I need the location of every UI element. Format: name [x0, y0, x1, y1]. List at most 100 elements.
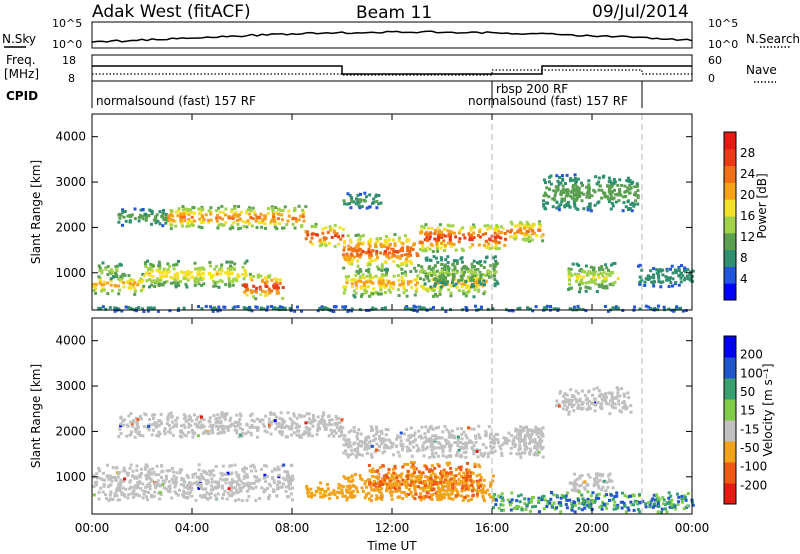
heatmap-cell [222, 412, 226, 416]
heatmap-cell [583, 480, 587, 484]
heatmap-cell [117, 292, 121, 296]
heatmap-cell [609, 391, 613, 395]
heatmap-cell [133, 217, 137, 221]
heatmap-cell [256, 479, 260, 483]
heatmap-cell [214, 496, 218, 500]
heatmap-cell [199, 210, 203, 214]
heatmap-cell [569, 388, 573, 392]
heatmap-cell [458, 482, 462, 486]
heatmap-cell [167, 270, 171, 274]
heatmap-cell [417, 476, 421, 480]
heatmap-cell [469, 427, 473, 431]
heatmap-cell [200, 283, 204, 287]
heatmap-cell [494, 437, 498, 441]
heatmap-cell [119, 432, 123, 435]
heatmap-cell [449, 230, 453, 234]
heatmap-cell [380, 263, 384, 267]
heatmap-cell [607, 268, 610, 272]
heatmap-cell [636, 194, 640, 198]
heatmap-cell [491, 479, 495, 483]
heatmap-cell [133, 476, 137, 480]
heatmap-cell [352, 293, 356, 297]
heatmap-cell [278, 305, 282, 309]
heatmap-cell [529, 449, 533, 453]
heatmap-cell [128, 220, 132, 224]
heatmap-cell [395, 476, 399, 480]
heatmap-cell [284, 435, 288, 439]
heatmap-cell [513, 232, 517, 236]
heatmap-cell [172, 219, 175, 223]
heatmap-cell [434, 273, 438, 277]
heatmap-cell [144, 463, 148, 467]
heatmap-cell [136, 418, 140, 421]
heatmap-cell [592, 268, 596, 272]
heatmap-cell [410, 454, 414, 458]
heatmap-cell [357, 238, 360, 242]
heatmap-cell [559, 390, 562, 394]
heatmap-cell [156, 219, 160, 223]
heatmap-cell [500, 443, 504, 447]
heatmap-cell [264, 414, 268, 418]
heatmap-cell [244, 432, 248, 436]
heatmap-cell [106, 292, 110, 296]
heatmap-cell [496, 438, 500, 442]
heatmap-cell [622, 201, 626, 205]
heatmap-cell [420, 425, 424, 429]
heatmap-cell [92, 485, 96, 488]
heatmap-cell [347, 244, 351, 248]
heatmap-cell [215, 216, 219, 220]
cpid-segment-2: rbsp 200 RF [496, 82, 568, 96]
heatmap-cell [525, 434, 529, 438]
heatmap-cell [444, 438, 448, 442]
heatmap-cell [484, 446, 488, 450]
heatmap-cell [617, 199, 621, 203]
heatmap-cell [602, 191, 605, 195]
heatmap-cell [527, 433, 531, 437]
heatmap-cell [367, 270, 371, 274]
heatmap-cell [157, 432, 161, 436]
heatmap-cell [109, 268, 113, 272]
heatmap-cell [492, 272, 496, 276]
heatmap-cell [441, 470, 445, 474]
heatmap-cell [622, 392, 626, 396]
heatmap-cell [275, 285, 279, 289]
heatmap-cell [264, 480, 268, 484]
freq-panel-frame [91, 54, 693, 82]
heatmap-cell [466, 269, 470, 273]
heatmap-cell [122, 285, 126, 289]
heatmap-cell [466, 473, 470, 476]
heatmap-cell [433, 284, 437, 288]
heatmap-cell [350, 262, 354, 266]
heatmap-cell [347, 479, 351, 483]
heatmap-cell [131, 278, 135, 282]
heatmap-cell [651, 505, 655, 509]
colorbar-tick-label: 24 [740, 167, 755, 181]
heatmap-cell [616, 388, 620, 392]
heatmap-cell [629, 203, 633, 206]
heatmap-cell [363, 447, 367, 451]
heatmap-cell [604, 489, 608, 492]
heatmap-cell [493, 278, 497, 281]
heatmap-cell [431, 454, 435, 458]
heatmap-cell [422, 284, 426, 288]
heatmap-cell [347, 443, 351, 447]
heatmap-cell [380, 494, 384, 498]
heatmap-cell [383, 285, 387, 289]
heatmap-cell [688, 270, 692, 274]
heatmap-cell [281, 476, 285, 480]
heatmap-cell [214, 486, 218, 490]
heatmap-cell [116, 475, 120, 479]
heatmap-cell [173, 423, 177, 427]
heatmap-cell [300, 224, 304, 228]
heatmap-cell [383, 238, 387, 242]
heatmap-cell [602, 398, 606, 402]
heatmap-cell [236, 424, 240, 427]
heatmap-cell [335, 417, 339, 421]
heatmap-cell [491, 438, 495, 442]
heatmap-cell [363, 496, 367, 500]
heatmap-cell [493, 226, 497, 230]
heatmap-cell [576, 391, 580, 395]
heatmap-cell [168, 264, 171, 268]
heatmap-cell [122, 493, 126, 496]
heatmap-cell [262, 307, 266, 311]
